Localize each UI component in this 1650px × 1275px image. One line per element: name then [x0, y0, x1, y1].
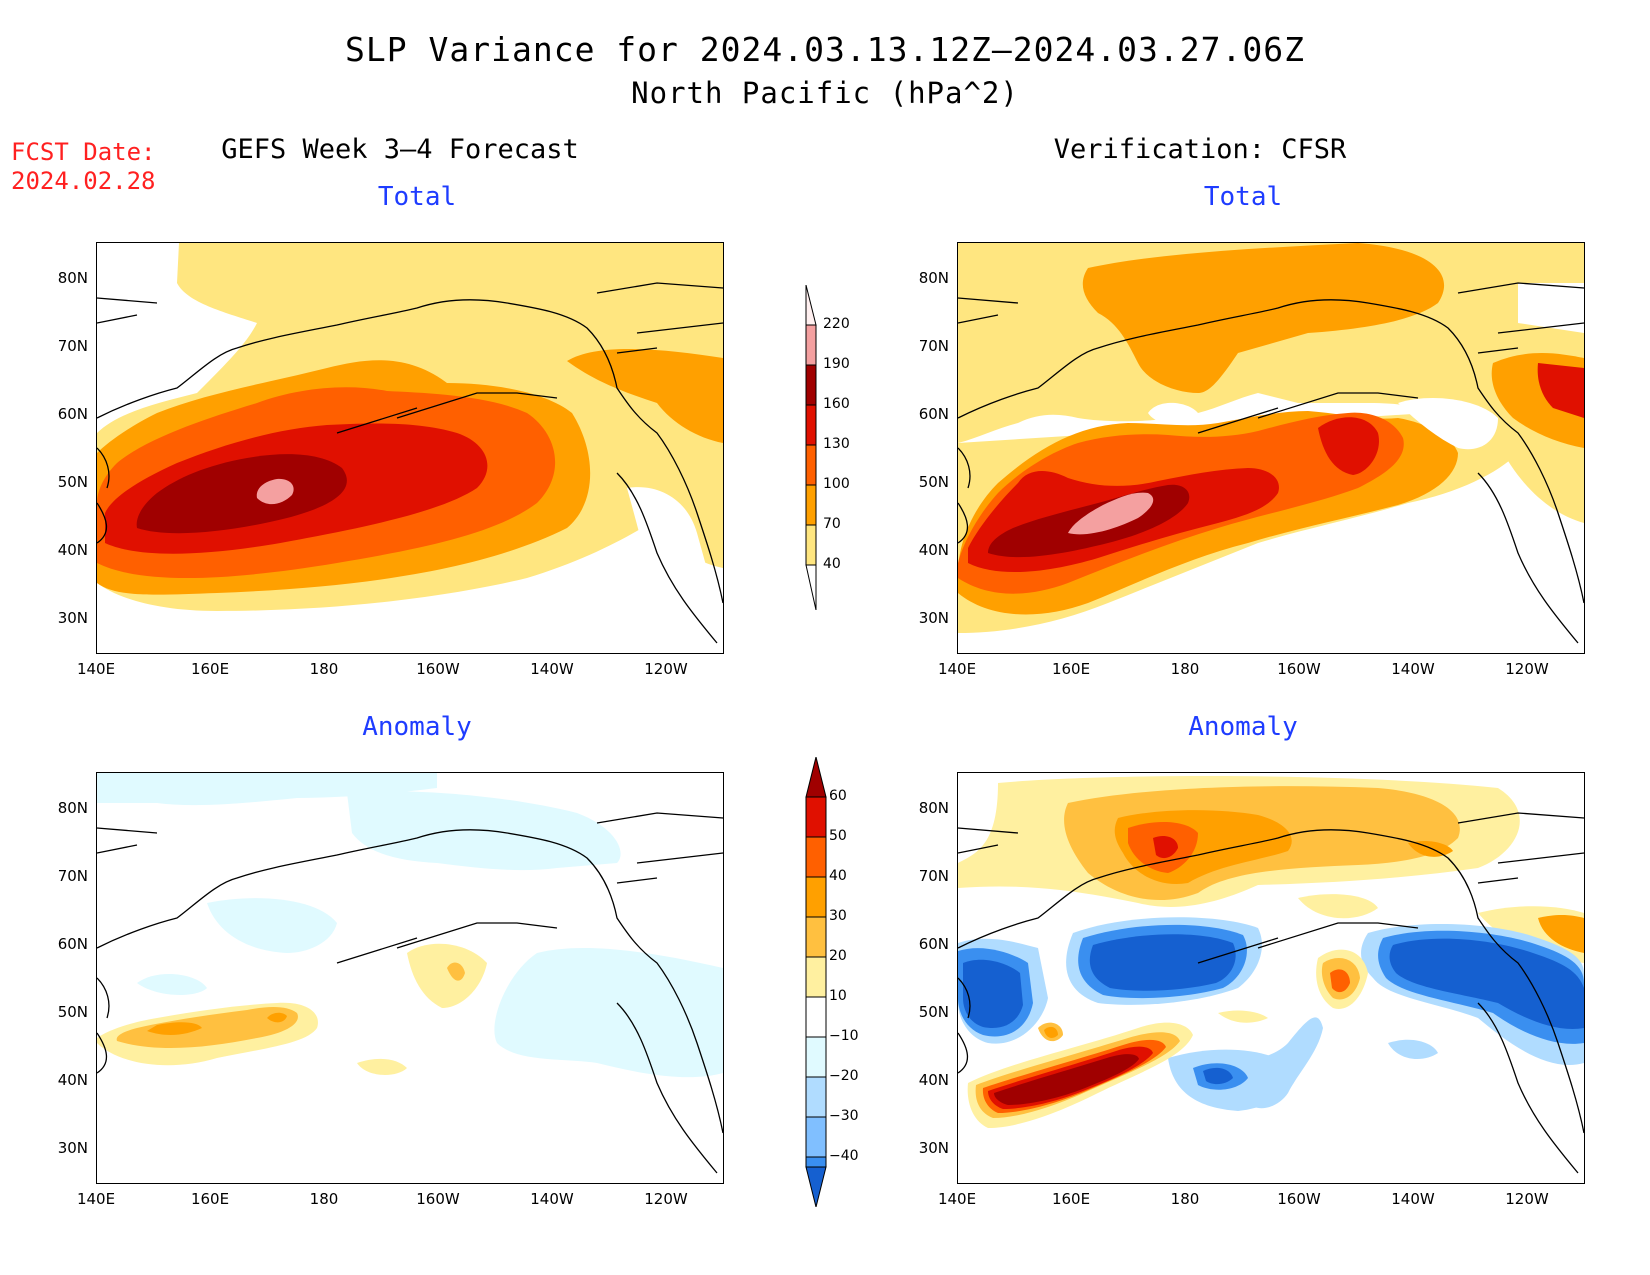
lat-label: 80N: [57, 799, 88, 817]
lon-label: 160E: [1051, 1190, 1091, 1208]
colorbar-total-label: 100: [823, 476, 850, 492]
colorbar-total-label: 190: [823, 356, 850, 372]
lon-label: 160E: [190, 660, 230, 678]
lat-label: 80N: [918, 799, 949, 817]
map-cfsr-total: [957, 242, 1585, 654]
left-column-heading: GEFS Week 3–4 Forecast: [221, 134, 579, 165]
forecast-date-value: 2024.02.28: [11, 167, 156, 195]
colorbar-total: [800, 284, 830, 611]
lon-label: 140W: [1391, 660, 1435, 678]
lon-label: 140E: [76, 660, 116, 678]
panel-title-bottom-right: Anomaly: [1188, 712, 1298, 742]
colorbar-anomaly-label: −30: [829, 1108, 859, 1124]
lon-label: 180: [309, 1190, 339, 1208]
right-column-heading: Verification: CFSR: [1053, 134, 1347, 165]
map-cfsr-anomaly: [957, 772, 1585, 1184]
lat-label: 70N: [918, 867, 949, 885]
colorbar-anomaly-label: 40: [829, 868, 847, 884]
lon-label: 120W: [644, 1190, 688, 1208]
lon-label: 140W: [530, 1190, 574, 1208]
colorbar-total-label: 70: [823, 516, 841, 532]
lon-label: 120W: [1505, 660, 1549, 678]
colorbar-anomaly-label: −20: [829, 1068, 859, 1084]
lat-label: 60N: [918, 405, 949, 423]
lat-label: 80N: [57, 269, 88, 287]
lon-label: 160W: [1277, 660, 1321, 678]
main-subtitle: North Pacific (hPa^2): [631, 76, 1019, 110]
colorbar-total-label: 40: [823, 556, 841, 572]
lat-label: 30N: [918, 609, 949, 627]
lon-label: 140E: [937, 1190, 977, 1208]
colorbar-anomaly-label: 60: [829, 788, 847, 804]
colorbar-anomaly-label: −10: [829, 1028, 859, 1044]
lon-label: 140E: [937, 660, 977, 678]
colorbar-anomaly: [805, 756, 835, 1208]
lon-label: 120W: [644, 660, 688, 678]
map-gefs-total: [96, 242, 724, 654]
lon-label: 160W: [416, 1190, 460, 1208]
lon-label: 180: [1170, 660, 1200, 678]
lat-label: 50N: [57, 473, 88, 491]
lat-label: 30N: [918, 1139, 949, 1157]
panel-title-bottom-left: Anomaly: [362, 712, 472, 742]
lat-label: 50N: [57, 1003, 88, 1021]
colorbar-anomaly-label: 50: [829, 828, 847, 844]
lat-label: 70N: [57, 867, 88, 885]
forecast-date: FCST Date: 2024.02.28: [11, 138, 156, 196]
colorbar-anomaly-label: 30: [829, 908, 847, 924]
lat-label: 60N: [918, 935, 949, 953]
lat-label: 60N: [57, 935, 88, 953]
lon-label: 160W: [416, 660, 460, 678]
lat-label: 40N: [57, 1071, 88, 1089]
lon-label: 180: [1170, 1190, 1200, 1208]
colorbar-total-label: 220: [823, 316, 850, 332]
lat-label: 60N: [57, 405, 88, 423]
lon-label: 160E: [1051, 660, 1091, 678]
lat-label: 30N: [57, 1139, 88, 1157]
panel-title-top-left: Total: [377, 182, 457, 212]
colorbar-anomaly-label: 20: [829, 948, 847, 964]
lat-label: 40N: [918, 1071, 949, 1089]
colorbar-total-label: 160: [823, 396, 850, 412]
lat-label: 40N: [918, 541, 949, 559]
lon-label: 120W: [1505, 1190, 1549, 1208]
lat-label: 70N: [918, 337, 949, 355]
lon-label: 160E: [190, 1190, 230, 1208]
lon-label: 160W: [1277, 1190, 1321, 1208]
colorbar-anomaly-label: 10: [829, 988, 847, 1004]
lat-label: 50N: [918, 473, 949, 491]
lat-label: 80N: [918, 269, 949, 287]
colorbar-total-label: 130: [823, 436, 850, 452]
lon-label: 180: [309, 660, 339, 678]
lon-label: 140W: [530, 660, 574, 678]
map-gefs-anomaly: [96, 772, 724, 1184]
main-title: SLP Variance for 2024.03.13.12Z–2024.03.…: [345, 30, 1305, 69]
panel-title-top-right: Total: [1203, 182, 1283, 212]
lon-label: 140W: [1391, 1190, 1435, 1208]
lon-label: 140E: [76, 1190, 116, 1208]
lat-label: 70N: [57, 337, 88, 355]
forecast-date-label: FCST Date:: [11, 138, 156, 166]
colorbar-anomaly-label: −40: [829, 1148, 859, 1164]
lat-label: 50N: [918, 1003, 949, 1021]
lat-label: 30N: [57, 609, 88, 627]
lat-label: 40N: [57, 541, 88, 559]
